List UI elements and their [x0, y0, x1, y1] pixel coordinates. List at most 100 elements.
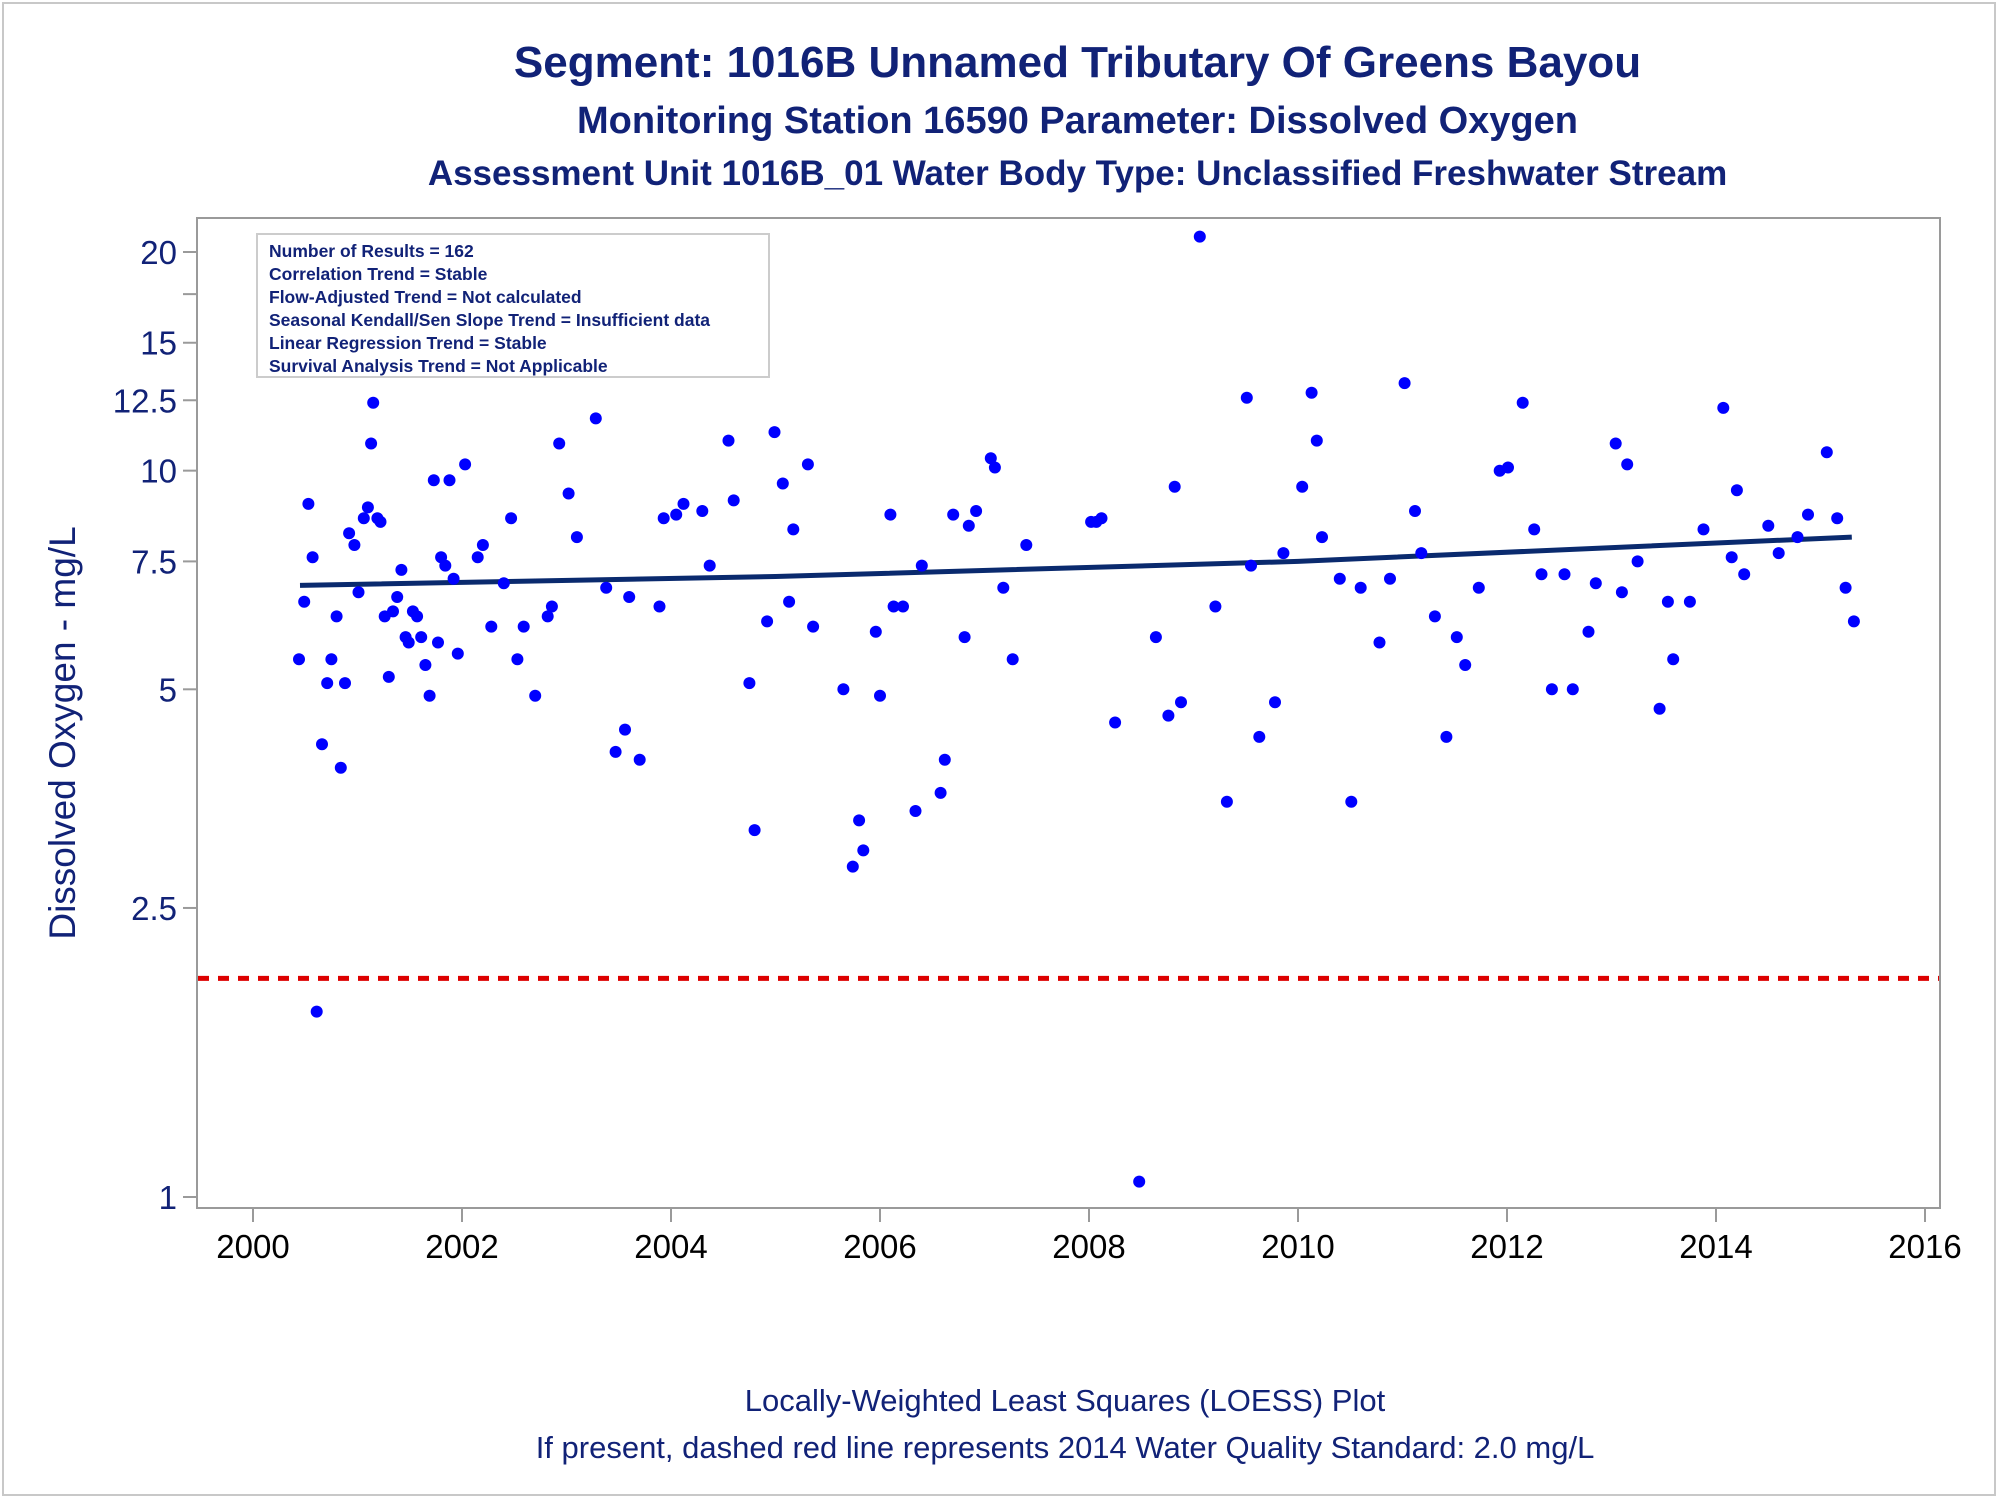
data-point — [787, 523, 800, 536]
data-point — [395, 563, 408, 576]
chart-subtitle: Monitoring Station 16590 Parameter: Diss… — [577, 100, 1578, 142]
data-point — [846, 860, 859, 873]
data-point — [541, 610, 554, 623]
y-tick-label: 5 — [159, 671, 177, 708]
data-point — [1609, 437, 1622, 450]
data-point — [1006, 653, 1019, 666]
data-point — [1545, 683, 1558, 696]
data-point — [887, 600, 900, 613]
data-point — [600, 581, 613, 594]
data-point — [352, 586, 365, 599]
x-tick-label: 2014 — [1679, 1228, 1752, 1265]
data-point — [609, 745, 622, 758]
data-point — [517, 620, 530, 633]
data-point — [884, 508, 897, 521]
data-point — [1428, 610, 1441, 623]
plot-area — [196, 217, 1941, 1209]
data-point — [316, 738, 328, 751]
data-point — [423, 689, 436, 702]
data-point — [988, 461, 1001, 474]
data-point — [459, 458, 472, 471]
data-point — [783, 595, 796, 608]
chart-subtitle-2: Assessment Unit 1016B_01 Water Body Type… — [427, 154, 1728, 193]
data-point — [1730, 484, 1743, 497]
data-point — [1253, 730, 1266, 743]
data-point — [915, 559, 928, 572]
data-point — [1277, 547, 1290, 560]
data-point — [1316, 531, 1328, 544]
data-point — [439, 559, 452, 572]
data-point — [1133, 1175, 1146, 1188]
data-point — [934, 786, 947, 799]
data-point — [1440, 730, 1453, 743]
y-tick-label: 2.5 — [131, 890, 177, 927]
data-point — [1717, 401, 1730, 414]
data-point — [768, 426, 781, 439]
data-point — [743, 677, 756, 690]
data-point — [562, 487, 575, 500]
data-point — [1240, 391, 1253, 404]
x-tick-label: 2012 — [1470, 1228, 1543, 1265]
data-point — [485, 620, 498, 633]
data-point — [365, 437, 378, 450]
data-point — [1683, 595, 1696, 608]
data-point — [1762, 519, 1775, 532]
data-point — [1615, 586, 1628, 599]
data-point — [432, 636, 444, 649]
data-point — [476, 539, 489, 551]
data-point — [325, 653, 338, 666]
data-point — [909, 805, 922, 817]
data-point — [321, 677, 334, 690]
data-point — [696, 505, 709, 517]
footnote-standard: If present, dashed red line represents 2… — [535, 1430, 1595, 1465]
footnote-loess: Locally-Weighted Least Squares (LOESS) P… — [744, 1383, 1386, 1418]
data-point — [497, 577, 510, 590]
data-point — [947, 508, 960, 521]
data-point — [1589, 577, 1602, 590]
data-point — [553, 437, 566, 450]
data-point — [807, 620, 820, 633]
data-point — [367, 396, 380, 409]
y-axis-label: Dissolved Oxygen - mg/L — [42, 526, 83, 939]
chart-title: Segment: 1016B Unnamed Tributary Of Gree… — [513, 38, 1642, 87]
data-point — [801, 458, 814, 471]
data-point — [962, 519, 975, 532]
y-tick-label: 20 — [140, 234, 177, 271]
data-point — [471, 551, 484, 564]
stats-box-line: Correlation Trend = Stable — [269, 264, 488, 284]
data-point — [1450, 631, 1463, 644]
data-point — [1415, 547, 1428, 560]
data-point — [1296, 480, 1309, 493]
data-point — [1459, 659, 1472, 671]
data-point — [1333, 572, 1346, 585]
stats-box-line: Survival Analysis Trend = Not Applicable — [269, 356, 608, 376]
data-point — [623, 591, 636, 603]
data-point — [1839, 581, 1852, 594]
data-point — [1653, 702, 1666, 715]
stats-box — [256, 233, 770, 378]
data-point — [938, 753, 951, 766]
data-point — [1772, 547, 1785, 560]
data-point — [1791, 531, 1804, 544]
data-point — [411, 610, 424, 623]
data-point — [298, 595, 311, 608]
data-point — [837, 683, 850, 696]
data-point — [1310, 434, 1323, 447]
data-point — [703, 559, 716, 572]
data-point — [1149, 631, 1162, 644]
data-point — [387, 605, 399, 618]
data-point — [670, 508, 683, 521]
data-point — [391, 591, 404, 603]
data-point — [427, 474, 440, 487]
y-tick-label: 7.5 — [131, 543, 177, 580]
data-point — [415, 631, 428, 644]
data-point — [402, 636, 415, 649]
data-point — [1162, 709, 1175, 722]
data-point — [1409, 505, 1421, 517]
data-point — [1566, 683, 1579, 696]
data-point — [677, 497, 690, 510]
stats-box-line: Seasonal Kendall/Sen Slope Trend = Insuf… — [269, 310, 710, 330]
data-point — [1220, 795, 1233, 808]
x-tick-label: 2000 — [216, 1228, 289, 1265]
data-point — [1802, 508, 1814, 521]
